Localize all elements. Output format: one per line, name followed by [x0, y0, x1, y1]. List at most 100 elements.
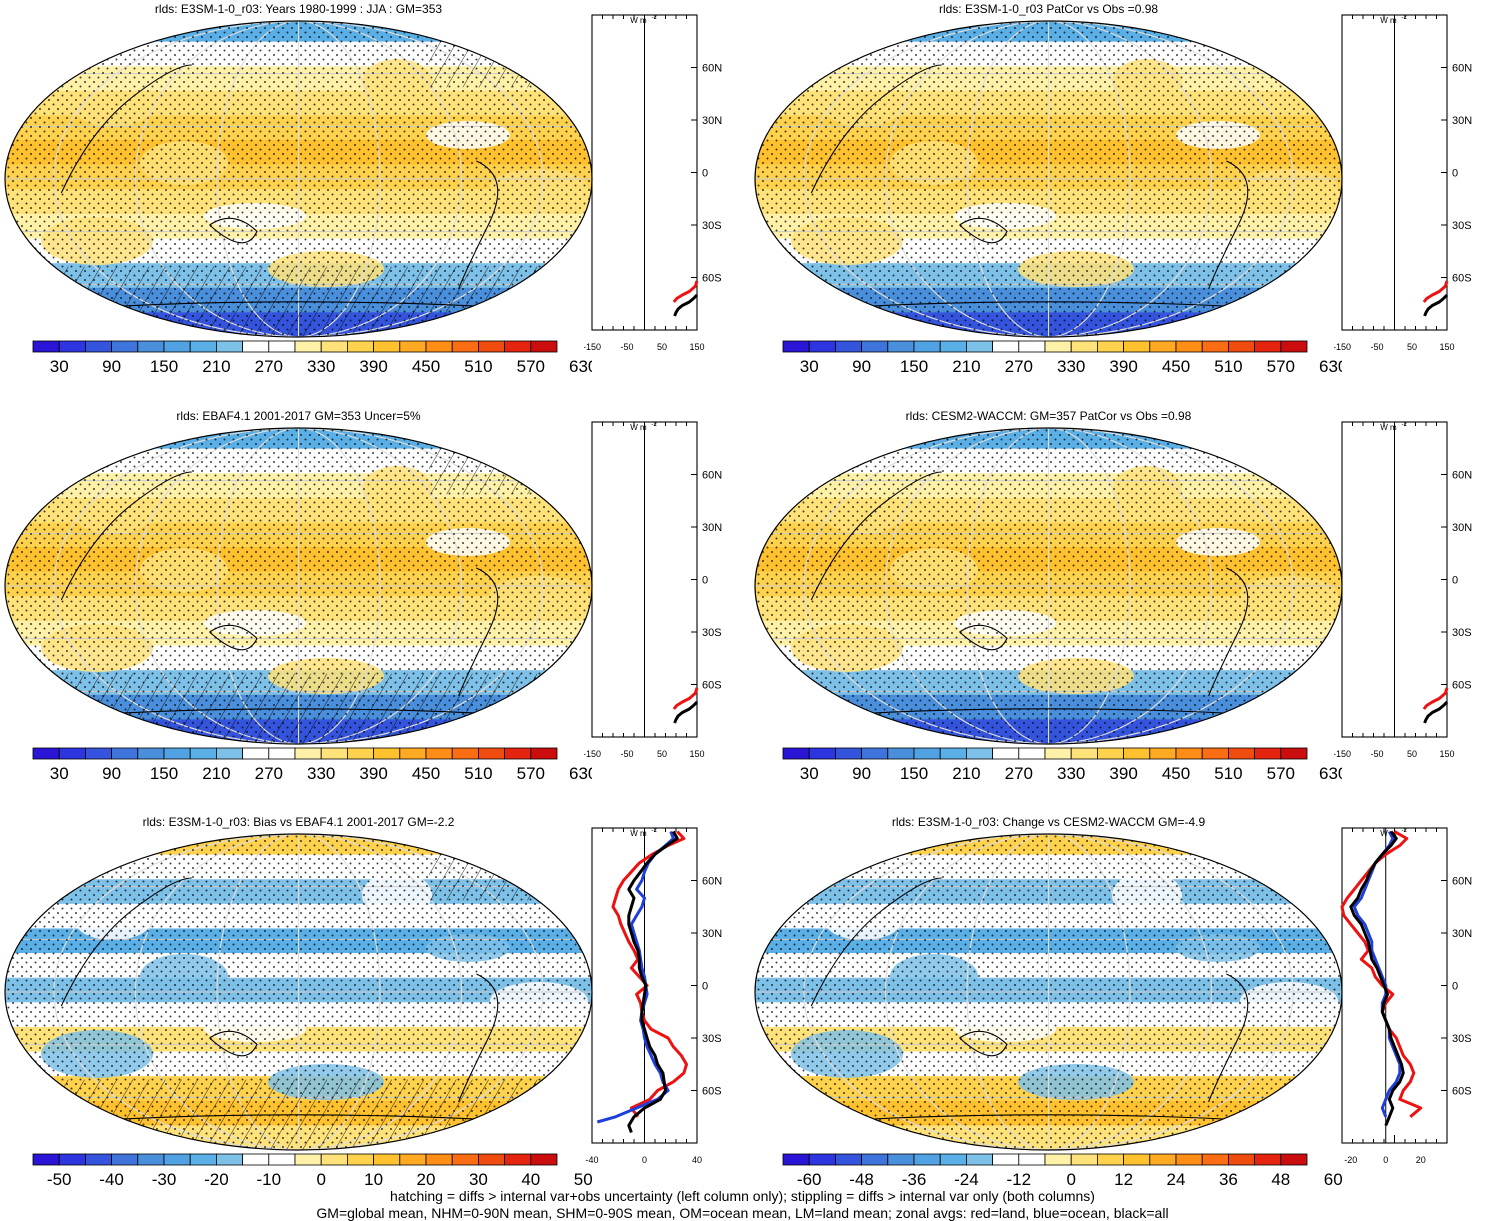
zonal-x-tick-label: -150 — [584, 749, 601, 759]
colorbar-swatch — [1123, 747, 1151, 760]
colorbar-swatch — [294, 747, 322, 760]
colorbar-swatch — [242, 1153, 270, 1166]
colorbar-swatch — [189, 340, 217, 353]
colorbar-tick-label: 90 — [102, 764, 121, 783]
colorbar-swatch — [346, 1153, 374, 1166]
colorbar-tick-label: 150 — [150, 357, 178, 376]
colorbar-swatch — [835, 1153, 863, 1166]
zonal-y-tick-label: 30N — [1452, 115, 1472, 127]
colorbar-swatch — [373, 747, 401, 760]
colorbar-tick-label: 450 — [1162, 357, 1190, 376]
zonal-unit-label: W m — [1380, 16, 1397, 25]
zonal-y-tick-label: 30S — [1452, 1033, 1472, 1045]
zonal-x-tick-label: -150 — [1334, 749, 1351, 759]
colorbar-tick-label: 270 — [1005, 357, 1033, 376]
colorbar-swatch — [1096, 747, 1124, 760]
colorbar-swatch — [451, 1153, 479, 1166]
colorbar-swatch — [1096, 340, 1124, 353]
colorbar-tick-label: 570 — [1267, 357, 1295, 376]
colorbar-swatch — [215, 340, 243, 353]
zonal-y-tick-label: 60S — [1452, 680, 1472, 692]
zonal-unit-exp: -2 — [1402, 15, 1408, 21]
colorbar-swatch — [992, 1153, 1020, 1166]
colorbar: -60 -48 -36 -24 -12 0 12 24 36 48 60 — [782, 1153, 1342, 1189]
colorbar-swatch — [1175, 340, 1203, 353]
colorbar-tick-label: 270 — [255, 764, 283, 783]
colorbar-swatch — [1149, 1153, 1177, 1166]
zonal-x-tick-label: 40 — [692, 1155, 702, 1165]
hatch-overlay — [5, 673, 592, 744]
zonal-y-tick-label: 30S — [1452, 220, 1472, 232]
coastline — [458, 973, 499, 1103]
colorbar-tick-label: 570 — [517, 357, 545, 376]
colorbar-swatch — [294, 340, 322, 353]
colorbar-swatch — [163, 340, 191, 353]
colorbar-swatch — [425, 747, 453, 760]
colorbar-swatch — [320, 747, 348, 760]
zonal-y-tick-label: 60S — [702, 680, 722, 692]
colorbar-swatch — [887, 1153, 915, 1166]
colorbar-swatch — [111, 1153, 139, 1166]
colorbar-swatch — [1018, 747, 1046, 760]
colorbar-tick-label: 36 — [1219, 1170, 1238, 1189]
zonal-line-land — [611, 830, 688, 1118]
colorbar-tick-label: 40 — [521, 1170, 540, 1189]
zonal-unit-label: W m — [1380, 423, 1397, 432]
zonal-y-tick-label: 30S — [1452, 627, 1472, 639]
colorbar-swatch — [346, 747, 374, 760]
colorbar-swatch — [32, 340, 60, 353]
zonal-x-tick-label: 0 — [642, 1155, 647, 1165]
zonal-x-tick-label: 150 — [689, 749, 704, 759]
colorbar-swatch — [835, 747, 863, 760]
coastline — [810, 877, 942, 1007]
colorbar-swatch — [861, 747, 889, 760]
colorbar-tick-label: 510 — [1214, 764, 1242, 783]
colorbar-tick-label: 150 — [900, 357, 928, 376]
colorbar-swatch — [477, 1153, 505, 1166]
colorbar-tick-label: 630 — [569, 357, 592, 376]
colorbar-swatch — [346, 340, 374, 353]
colorbar-tick-label: 330 — [307, 357, 335, 376]
colorbar-swatch — [1123, 340, 1151, 353]
colorbar-swatch — [939, 340, 967, 353]
zonal-line-all — [1423, 700, 1449, 724]
colorbar-tick-label: 0 — [1066, 1170, 1075, 1189]
coastline — [458, 567, 499, 697]
colorbar-swatch — [1227, 747, 1255, 760]
zonal-x-tick-label: 50 — [657, 342, 667, 352]
zonal-x-tick-label: 150 — [689, 342, 704, 352]
colorbar-tick-label: -30 — [152, 1170, 177, 1189]
panel-title: rlds: E3SM-1-0_r03 PatCor vs Obs =0.98 — [938, 2, 1159, 16]
colorbar-swatch — [32, 1153, 60, 1166]
colorbar-tick-label: 270 — [1005, 764, 1033, 783]
colorbar-swatch — [913, 747, 941, 760]
coastline — [209, 624, 258, 651]
colorbar-swatch — [887, 340, 915, 353]
robinson-map — [4, 833, 593, 1151]
zonal-y-tick-label: 60S — [702, 1086, 722, 1098]
colorbar-swatch — [861, 1153, 889, 1166]
colorbar-tick-label: 60 — [1324, 1170, 1342, 1189]
colorbar-swatch — [268, 340, 296, 353]
colorbar-swatch — [1280, 340, 1308, 353]
footer-line-2: GM=global mean, NHM=0-90N mean, SHM=0-90… — [316, 1205, 1169, 1221]
colorbar-swatch — [399, 747, 427, 760]
coastline — [60, 877, 192, 1007]
colorbar-tick-label: 90 — [852, 357, 871, 376]
colorbar-swatch — [530, 747, 558, 760]
zonal-y-tick-label: 0 — [1452, 575, 1458, 587]
colorbar-tick-label: -48 — [849, 1170, 874, 1189]
colorbar-tick-label: 630 — [1319, 764, 1342, 783]
zonal-line-all — [673, 700, 699, 724]
colorbar-tick-label: 210 — [952, 764, 980, 783]
hatch-overlay — [5, 1079, 592, 1150]
zonal-plot: W m -2 -150 -50 50 150 60N 30N 0 30S 60S — [584, 421, 722, 759]
colorbar-tick-label: 0 — [316, 1170, 325, 1189]
zonal-y-tick-label: 60N — [702, 470, 722, 482]
stipple-overlay — [755, 428, 1342, 744]
hatch-overlay — [428, 836, 584, 901]
colorbar-tick-label: 30 — [800, 357, 819, 376]
zonal-x-tick-label: 50 — [1407, 749, 1417, 759]
colorbar-swatch — [137, 340, 165, 353]
colorbar-swatch — [992, 747, 1020, 760]
